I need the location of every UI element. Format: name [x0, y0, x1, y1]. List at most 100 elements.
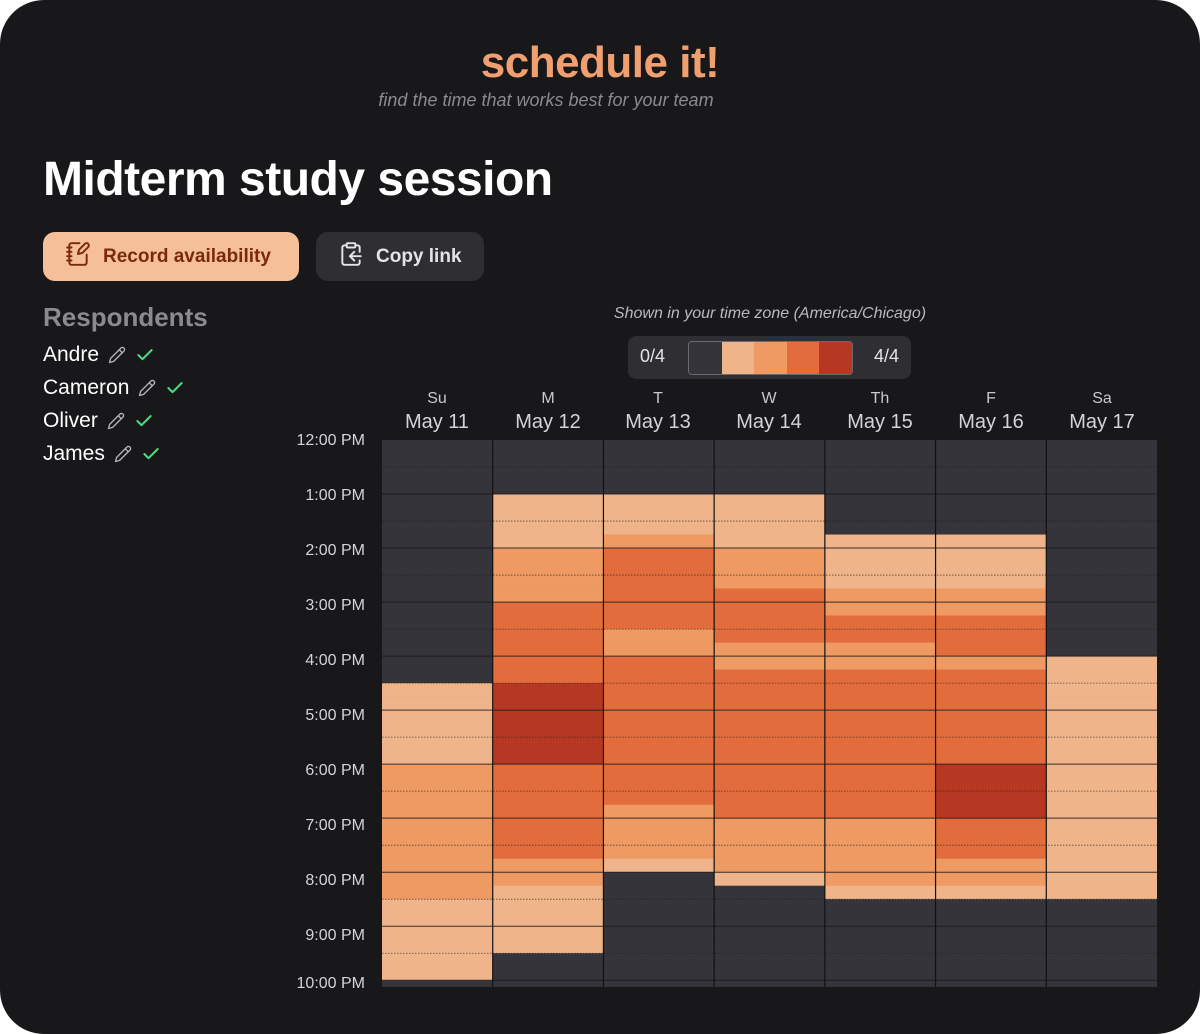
heatmap-cell[interactable] — [382, 872, 493, 887]
heatmap-cell[interactable] — [382, 737, 493, 751]
heatmap-cell[interactable] — [1046, 885, 1157, 900]
heatmap-cell[interactable] — [1046, 642, 1157, 657]
heatmap-cell[interactable] — [492, 521, 604, 535]
heatmap-cell[interactable] — [382, 453, 493, 468]
copy-link-button[interactable]: Copy link — [316, 232, 484, 281]
heatmap-cell[interactable] — [1046, 575, 1157, 589]
heatmap-cell[interactable] — [1046, 440, 1157, 454]
heatmap-cell[interactable] — [603, 872, 715, 887]
heatmap-cell[interactable] — [492, 440, 604, 454]
heatmap-cell[interactable] — [1046, 669, 1157, 684]
heatmap-cell[interactable] — [1046, 966, 1157, 981]
heatmap-cell[interactable] — [492, 615, 604, 630]
heatmap-cell[interactable] — [382, 548, 493, 562]
heatmap-cell[interactable] — [935, 656, 1047, 670]
heatmap-cell[interactable] — [824, 561, 936, 576]
heatmap-cell[interactable] — [603, 440, 715, 454]
heatmap-cell[interactable] — [492, 696, 604, 711]
heatmap-cell[interactable] — [935, 494, 1047, 508]
heatmap-cell[interactable] — [1046, 737, 1157, 751]
heatmap-cell[interactable] — [1046, 912, 1157, 927]
heatmap-cell[interactable] — [824, 588, 936, 603]
heatmap-cell[interactable] — [824, 872, 936, 887]
heatmap-cell[interactable] — [935, 912, 1047, 927]
heatmap-cell[interactable] — [714, 777, 825, 792]
heatmap-cell[interactable] — [714, 818, 825, 832]
heatmap-cell[interactable] — [1046, 764, 1157, 778]
heatmap-cell[interactable] — [492, 777, 604, 792]
heatmap-cell[interactable] — [714, 885, 825, 900]
heatmap-cell[interactable] — [824, 710, 936, 724]
heatmap-cell[interactable] — [492, 750, 604, 765]
heatmap-cell[interactable] — [492, 575, 604, 589]
heatmap-cell[interactable] — [714, 845, 825, 859]
heatmap-cell[interactable] — [492, 899, 604, 914]
heatmap-cell[interactable] — [492, 872, 604, 887]
heatmap-cell[interactable] — [603, 912, 715, 927]
heatmap-cell[interactable] — [1046, 521, 1157, 535]
heatmap-cell[interactable] — [824, 548, 936, 562]
heatmap-cell[interactable] — [824, 534, 936, 549]
heatmap-cell[interactable] — [382, 818, 493, 832]
heatmap-cell[interactable] — [935, 480, 1047, 495]
heatmap-cell[interactable] — [382, 831, 493, 846]
heatmap-cell[interactable] — [935, 588, 1047, 603]
heatmap-cell[interactable] — [714, 467, 825, 481]
heatmap-cell[interactable] — [714, 696, 825, 711]
heatmap-cell[interactable] — [824, 791, 936, 805]
heatmap-cell[interactable] — [1046, 899, 1157, 914]
heatmap-cell[interactable] — [382, 507, 493, 522]
heatmap-cell[interactable] — [382, 656, 493, 670]
heatmap-cell[interactable] — [382, 845, 493, 859]
heatmap-cell[interactable] — [824, 966, 936, 981]
heatmap-cell[interactable] — [1046, 683, 1157, 697]
heatmap-cell[interactable] — [603, 507, 715, 522]
heatmap-cell[interactable] — [492, 966, 604, 981]
heatmap-cell[interactable] — [824, 885, 936, 900]
heatmap-cell[interactable] — [1046, 534, 1157, 549]
heatmap-cell[interactable] — [382, 899, 493, 914]
heatmap-cell[interactable] — [714, 669, 825, 684]
heatmap-cell[interactable] — [1046, 818, 1157, 832]
heatmap-cell[interactable] — [492, 939, 604, 954]
heatmap-cell[interactable] — [1046, 696, 1157, 711]
heatmap-cell[interactable] — [382, 966, 493, 981]
heatmap-cell[interactable] — [603, 480, 715, 495]
heatmap-cell[interactable] — [714, 656, 825, 670]
heatmap-cell[interactable] — [1046, 507, 1157, 522]
heatmap-cell[interactable] — [492, 467, 604, 481]
heatmap-cell[interactable] — [935, 575, 1047, 589]
heatmap-cell[interactable] — [824, 939, 936, 954]
heatmap-cell[interactable] — [714, 966, 825, 981]
heatmap-cell[interactable] — [824, 683, 936, 697]
heatmap-cell[interactable] — [935, 561, 1047, 576]
heatmap-cell[interactable] — [714, 575, 825, 589]
heatmap-cell[interactable] — [603, 588, 715, 603]
heatmap-cell[interactable] — [1046, 561, 1157, 576]
heatmap-cell[interactable] — [714, 750, 825, 765]
heatmap-cell[interactable] — [603, 764, 715, 778]
heatmap-cell[interactable] — [824, 899, 936, 914]
heatmap-cell[interactable] — [492, 561, 604, 576]
heatmap-cell[interactable] — [492, 683, 604, 697]
heatmap-cell[interactable] — [714, 629, 825, 643]
heatmap-cell[interactable] — [935, 899, 1047, 914]
heatmap-cell[interactable] — [714, 548, 825, 562]
heatmap-cell[interactable] — [935, 467, 1047, 481]
heatmap-cell[interactable] — [714, 831, 825, 846]
heatmap-cell[interactable] — [382, 791, 493, 805]
heatmap-cell[interactable] — [1046, 615, 1157, 630]
heatmap-cell[interactable] — [603, 710, 715, 724]
heatmap-cell[interactable] — [714, 440, 825, 454]
heatmap-cell[interactable] — [492, 656, 604, 670]
heatmap-cell[interactable] — [1046, 467, 1157, 481]
heatmap-cell[interactable] — [935, 818, 1047, 832]
heatmap-cell[interactable] — [714, 858, 825, 873]
heatmap-cell[interactable] — [824, 764, 936, 778]
heatmap-cell[interactable] — [1046, 710, 1157, 724]
heatmap-cell[interactable] — [382, 494, 493, 508]
heatmap-cell[interactable] — [935, 507, 1047, 522]
heatmap-cell[interactable] — [935, 764, 1047, 778]
heatmap-cell[interactable] — [382, 939, 493, 954]
heatmap-cell[interactable] — [603, 831, 715, 846]
